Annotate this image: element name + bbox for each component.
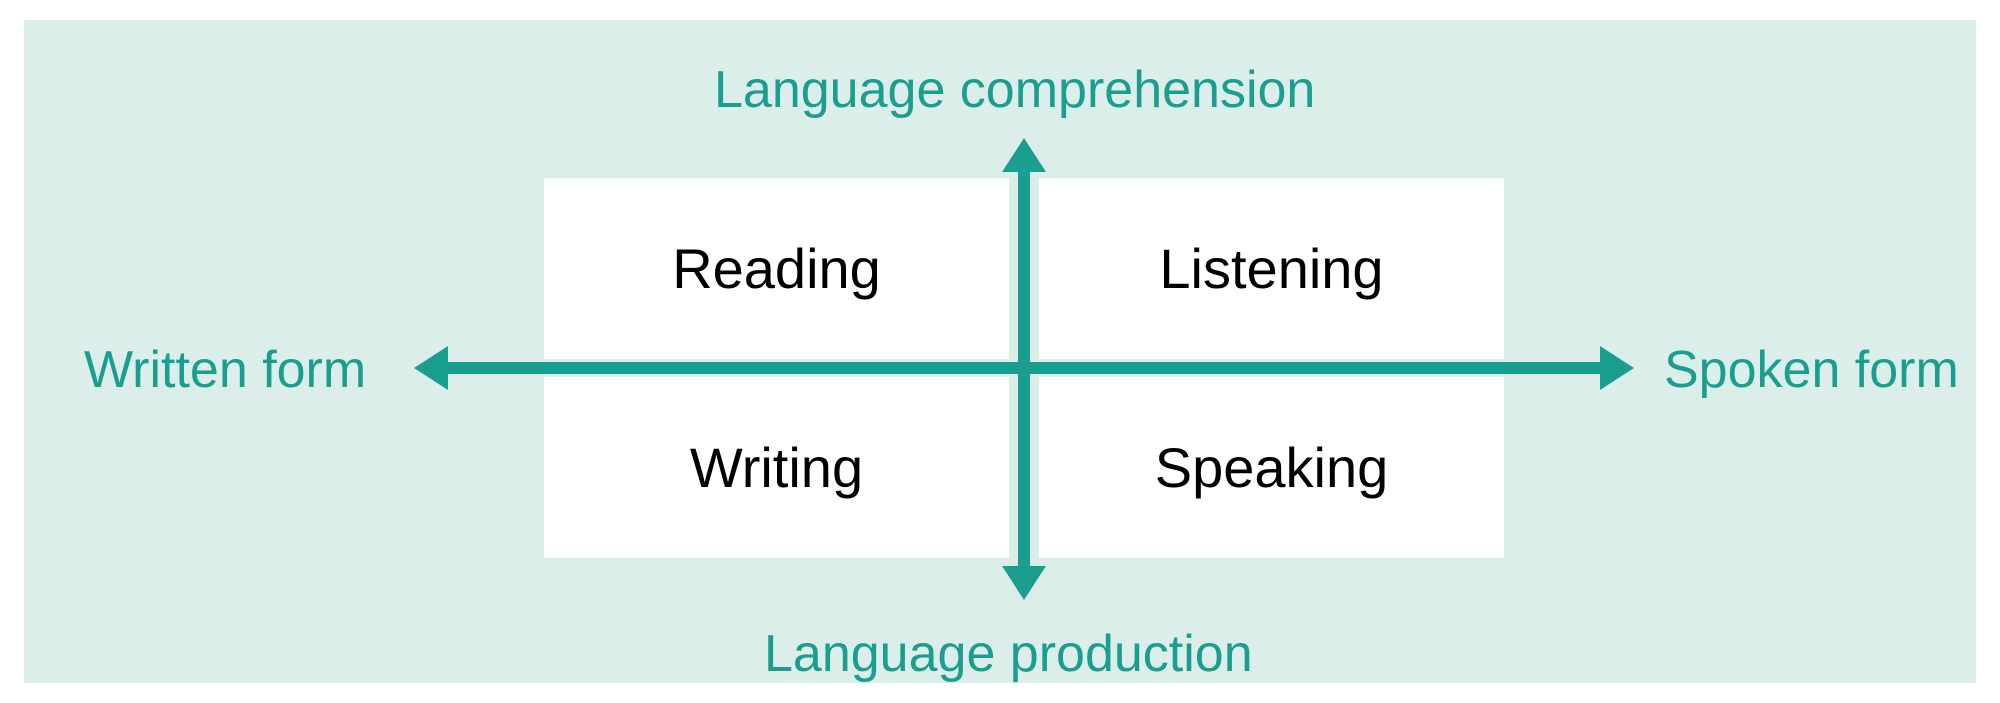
diagram-panel: Reading Listening Writing Speaking Langu… <box>24 20 1976 683</box>
axis-label-top: Language comprehension <box>714 60 1315 120</box>
axis-label-bottom: Language production <box>764 624 1253 684</box>
axis-label-right: Spoken form <box>1664 340 1959 400</box>
axis-label-left: Written form <box>84 340 366 400</box>
diagram-canvas: Reading Listening Writing Speaking Langu… <box>0 0 2000 703</box>
